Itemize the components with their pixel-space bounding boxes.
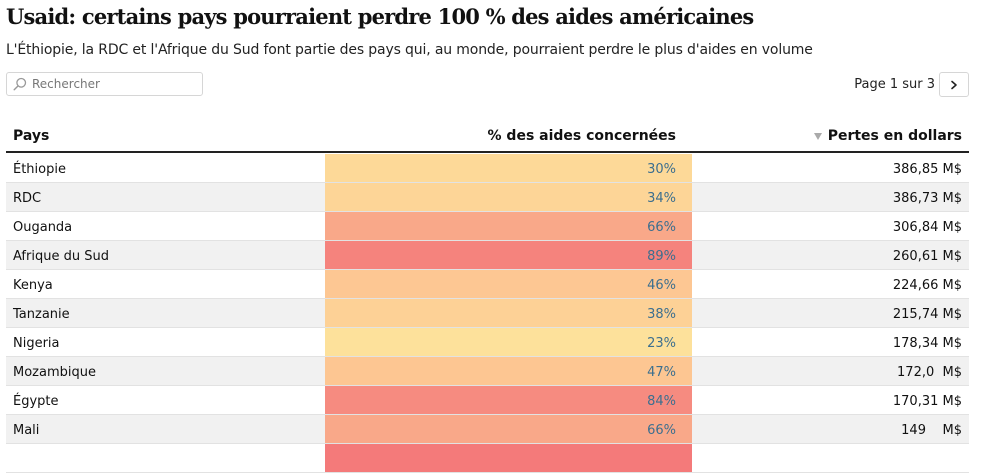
cell-country: RDC xyxy=(13,191,42,206)
cell-percent: 23% xyxy=(325,328,692,356)
column-header-percent[interactable]: % des aides concernées xyxy=(487,128,676,144)
table-row: Nigeria 23% 178,34 M$ xyxy=(6,328,969,357)
table-row: RDC 34% 386,73 M$ xyxy=(6,183,969,212)
cell-country: Kenya xyxy=(13,278,53,293)
column-header-losses-label: Pertes en dollars xyxy=(827,128,962,144)
cell-losses: 149 M$ xyxy=(901,423,962,438)
cell-country: Éthiopie xyxy=(13,162,66,177)
table-row: Afrique du Sud 89% 260,61 M$ xyxy=(6,241,969,270)
column-header-country[interactable]: Pays xyxy=(13,128,50,144)
table-row: Mozambique 47% 172,0 M$ xyxy=(6,357,969,386)
cell-losses: 224,66 M$ xyxy=(892,278,962,293)
table-header: Pays % des aides concernées Pertes en do… xyxy=(6,120,969,153)
cell-percent: 66% xyxy=(325,415,692,443)
cell-percent-label: 66% xyxy=(647,423,676,438)
cell-losses: 170,31 M$ xyxy=(892,394,962,409)
chevron-right-icon xyxy=(951,80,957,89)
cell-percent-label: 34% xyxy=(647,191,676,206)
cell-percent: 30% xyxy=(325,154,692,182)
cell-percent-label: 47% xyxy=(647,365,676,380)
cell-percent-label: 84% xyxy=(647,394,676,409)
table-row: Tanzanie 38% 215,74 M$ xyxy=(6,299,969,328)
cell-percent: 47% xyxy=(325,357,692,385)
table-row: Éthiopie 30% 386,85 M$ xyxy=(6,154,969,183)
search-box[interactable] xyxy=(6,72,203,96)
page-title: Usaid: certains pays pourraient perdre 1… xyxy=(6,4,754,29)
table-row: Égypte 84% 170,31 M$ xyxy=(6,386,969,415)
cell-country: Égypte xyxy=(13,394,59,409)
column-header-losses[interactable]: Pertes en dollars xyxy=(813,128,962,144)
table-body: Éthiopie 30% 386,85 M$ RDC 34% 386,73 M$ Ougan… xyxy=(6,154,969,473)
cell-country: Ouganda xyxy=(13,220,73,235)
cell-percent: 38% xyxy=(325,299,692,327)
sort-desc-icon xyxy=(813,132,822,140)
cell-percent: 46% xyxy=(325,270,692,298)
cell-losses: 386,85 M$ xyxy=(892,162,962,177)
cell-percent xyxy=(325,444,692,472)
cell-losses: 178,34 M$ xyxy=(892,336,962,351)
table-row: Kenya 46% 224,66 M$ xyxy=(6,270,969,299)
cell-country: Tanzanie xyxy=(13,307,70,322)
cell-country: Mozambique xyxy=(13,365,96,380)
next-page-button[interactable] xyxy=(939,72,969,97)
cell-percent-label: 46% xyxy=(647,278,676,293)
cell-percent-label: 23% xyxy=(647,336,676,351)
cell-losses: 306,84 M$ xyxy=(892,220,962,235)
cell-country: Mali xyxy=(13,423,40,438)
cell-percent: 34% xyxy=(325,183,692,211)
cell-percent-label: 30% xyxy=(647,162,676,177)
search-input[interactable] xyxy=(32,77,192,91)
pagination-label: Page 1 sur 3 xyxy=(854,77,935,92)
cell-percent: 66% xyxy=(325,212,692,240)
cell-percent-label: 66% xyxy=(647,220,676,235)
cell-losses: 215,74 M$ xyxy=(892,307,962,322)
cell-percent-label: 38% xyxy=(647,307,676,322)
cell-losses: 172,0 M$ xyxy=(897,365,962,380)
cell-percent: 84% xyxy=(325,386,692,414)
cell-percent-label: 89% xyxy=(647,249,676,264)
cell-losses: 260,61 M$ xyxy=(892,249,962,264)
table-row: Ouganda 66% 306,84 M$ xyxy=(6,212,969,241)
search-icon xyxy=(13,77,27,91)
table-row: Mali 66% 149 M$ xyxy=(6,415,969,444)
table-row xyxy=(6,444,969,473)
page-subtitle: L'Éthiopie, la RDC et l'Afrique du Sud f… xyxy=(6,42,813,58)
cell-percent: 89% xyxy=(325,241,692,269)
cell-losses: 386,73 M$ xyxy=(892,191,962,206)
cell-country: Nigeria xyxy=(13,336,60,351)
cell-country: Afrique du Sud xyxy=(13,249,109,264)
